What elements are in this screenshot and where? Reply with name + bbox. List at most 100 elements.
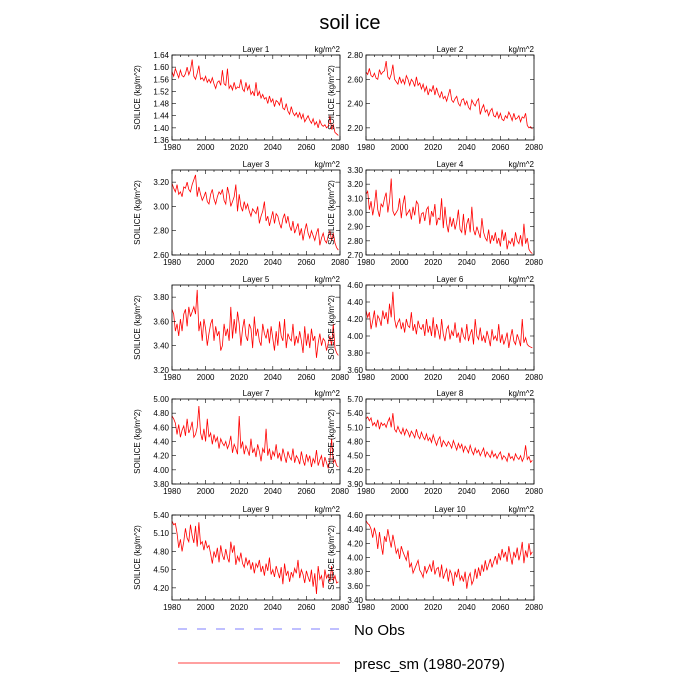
- series-line-layer-2: [365, 61, 533, 130]
- x-tick-label: 2040: [264, 373, 282, 382]
- x-tick-label: 2020: [424, 258, 442, 267]
- x-tick-label: 2000: [391, 603, 409, 612]
- panel-title: Layer 10: [434, 505, 466, 514]
- x-tick-label: 2040: [264, 143, 282, 152]
- x-tick-label: 1980: [163, 603, 181, 612]
- series-line-layer-8: [365, 413, 533, 464]
- panel-unit-label: kg/m^2: [508, 160, 534, 169]
- x-tick-label: 2040: [264, 603, 282, 612]
- panel-unit-label: kg/m^2: [314, 45, 340, 54]
- x-tick-label: 1980: [163, 373, 181, 382]
- panel-unit-label: kg/m^2: [314, 275, 340, 284]
- y-tick-label: 3.60: [153, 317, 169, 326]
- panel-layer-5: 1980 2000 2020 2040 2060 2080 3.20 3.40 3.60 3.80…: [133, 275, 349, 382]
- x-tick-label: 2000: [391, 143, 409, 152]
- panel-title: Layer 3: [243, 160, 270, 169]
- panel-unit-label: kg/m^2: [314, 160, 340, 169]
- panel-unit-label: kg/m^2: [508, 275, 534, 284]
- y-tick-label: 3.80: [347, 568, 363, 577]
- x-tick-label: 2020: [230, 603, 248, 612]
- panel-unit-label: kg/m^2: [314, 505, 340, 514]
- plot-frame: [365, 398, 535, 485]
- y-tick-label: 4.00: [347, 332, 363, 341]
- y-tick-label: 4.40: [347, 298, 363, 307]
- x-tick-label: 2080: [331, 487, 349, 496]
- y-axis-label: SOILICE (kg/m^2): [133, 525, 142, 590]
- y-tick-label: 3.00: [347, 209, 363, 218]
- legend: No Obs presc_sm (1980-2079): [178, 622, 505, 673]
- y-tick-label: 5.00: [153, 395, 169, 404]
- x-tick-label: 2000: [197, 603, 215, 612]
- x-tick-label: 2060: [298, 603, 316, 612]
- x-tick-label: 2040: [458, 487, 476, 496]
- x-tick-label: 2060: [298, 487, 316, 496]
- x-tick-label: 2080: [525, 143, 543, 152]
- plot-frame: [171, 54, 341, 141]
- x-tick-label: 2000: [197, 373, 215, 382]
- series-line-layer-6: [365, 291, 533, 349]
- y-tick-label: 3.20: [347, 180, 363, 189]
- series-line-layer-7: [171, 406, 339, 469]
- y-tick-label: 1.48: [153, 100, 169, 109]
- x-tick-label: 1980: [357, 143, 375, 152]
- panel-title: Layer 1: [243, 45, 270, 54]
- y-tick-label: 4.20: [347, 315, 363, 324]
- y-axis-label: SOILICE (kg/m^2): [133, 409, 142, 474]
- x-tick-label: 2020: [424, 373, 442, 382]
- series-line-layer-5: [171, 289, 339, 358]
- x-tick-label: 2020: [424, 143, 442, 152]
- x-tick-label: 2000: [197, 258, 215, 267]
- y-tick-label: 1.52: [153, 87, 169, 96]
- x-tick-label: 2060: [492, 603, 510, 612]
- y-tick-label: 3.00: [153, 202, 169, 211]
- x-tick-label: 2080: [331, 603, 349, 612]
- y-tick-label: 3.20: [153, 178, 169, 187]
- x-tick-label: 2060: [298, 373, 316, 382]
- x-tick-label: 1980: [163, 487, 181, 496]
- series-line-layer-10: [365, 520, 533, 589]
- x-tick-label: 2000: [391, 373, 409, 382]
- y-tick-label: 2.80: [347, 237, 363, 246]
- x-tick-label: 2000: [197, 143, 215, 152]
- y-tick-label: 2.90: [347, 223, 363, 232]
- y-tick-label: 4.60: [347, 281, 363, 290]
- y-tick-label: 4.50: [347, 452, 363, 461]
- x-tick-label: 2040: [264, 487, 282, 496]
- y-tick-label: 4.40: [347, 525, 363, 534]
- x-tick-label: 2020: [230, 373, 248, 382]
- y-tick-label: 4.20: [153, 584, 169, 593]
- y-tick-label: 1.36: [153, 136, 169, 145]
- y-tick-label: 5.40: [153, 511, 169, 520]
- x-tick-label: 2060: [492, 373, 510, 382]
- panel-layer-3: 1980 2000 2020 2040 2060 2080 2.60 2.80 3.00 3.20…: [133, 160, 349, 267]
- x-tick-label: 2040: [458, 258, 476, 267]
- x-tick-label: 2060: [492, 143, 510, 152]
- panel-layer-4: 1980 2000 2020 2040 2060 20802.702.802.903.00…: [327, 160, 543, 267]
- y-axis-label: SOILICE (kg/m^2): [133, 65, 142, 130]
- x-tick-label: 2040: [458, 143, 476, 152]
- y-tick-label: 3.30: [347, 166, 363, 175]
- y-tick-label: 5.10: [153, 529, 169, 538]
- y-tick-label: 4.80: [153, 409, 169, 418]
- panel-layer-6: 1980 2000 2020 2040 2060 20803.603.804.004.20…: [327, 275, 543, 382]
- y-tick-label: 4.50: [153, 566, 169, 575]
- x-tick-label: 1980: [357, 603, 375, 612]
- y-tick-label: 4.00: [347, 554, 363, 563]
- y-tick-label: 2.60: [347, 75, 363, 84]
- x-tick-label: 2020: [424, 487, 442, 496]
- y-tick-label: 3.10: [347, 194, 363, 203]
- x-tick-label: 2060: [298, 258, 316, 267]
- panel-layer-10: 1980 2000 2020 2040 2060 20803.403.603.804.00…: [327, 505, 543, 612]
- plot-frame: [365, 54, 535, 141]
- y-tick-label: 2.80: [153, 227, 169, 236]
- y-tick-label: 3.90: [347, 480, 363, 489]
- x-tick-label: 2020: [230, 143, 248, 152]
- y-tick-label: 2.80: [347, 51, 363, 60]
- panel-unit-label: kg/m^2: [508, 389, 534, 398]
- y-tick-label: 3.40: [153, 342, 169, 351]
- series-line-layer-4: [365, 178, 533, 254]
- y-tick-label: 4.60: [347, 511, 363, 520]
- panel-title: Layer 5: [243, 275, 270, 284]
- y-axis-label: SOILICE (kg/m^2): [327, 525, 336, 590]
